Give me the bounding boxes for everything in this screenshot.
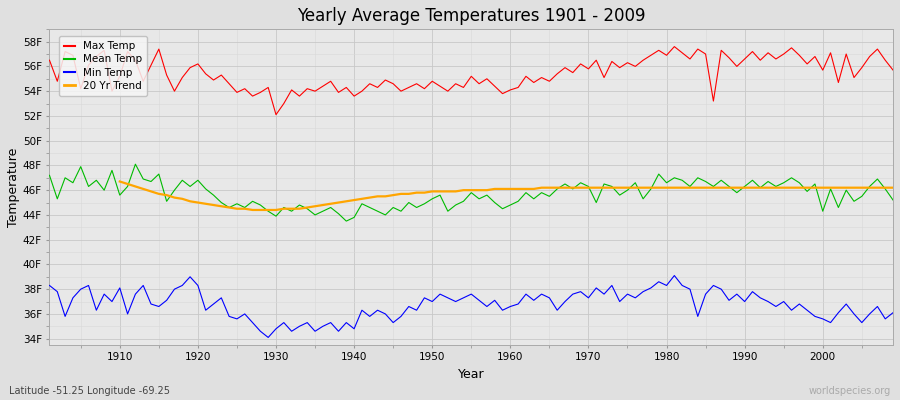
Legend: Max Temp, Mean Temp, Min Temp, 20 Yr Trend: Max Temp, Mean Temp, Min Temp, 20 Yr Tre… [58,36,148,96]
Text: Latitude -51.25 Longitude -69.25: Latitude -51.25 Longitude -69.25 [9,386,170,396]
X-axis label: Year: Year [458,368,484,381]
Y-axis label: Temperature: Temperature [7,147,20,227]
Text: worldspecies.org: worldspecies.org [809,386,891,396]
Title: Yearly Average Temperatures 1901 - 2009: Yearly Average Temperatures 1901 - 2009 [297,7,645,25]
